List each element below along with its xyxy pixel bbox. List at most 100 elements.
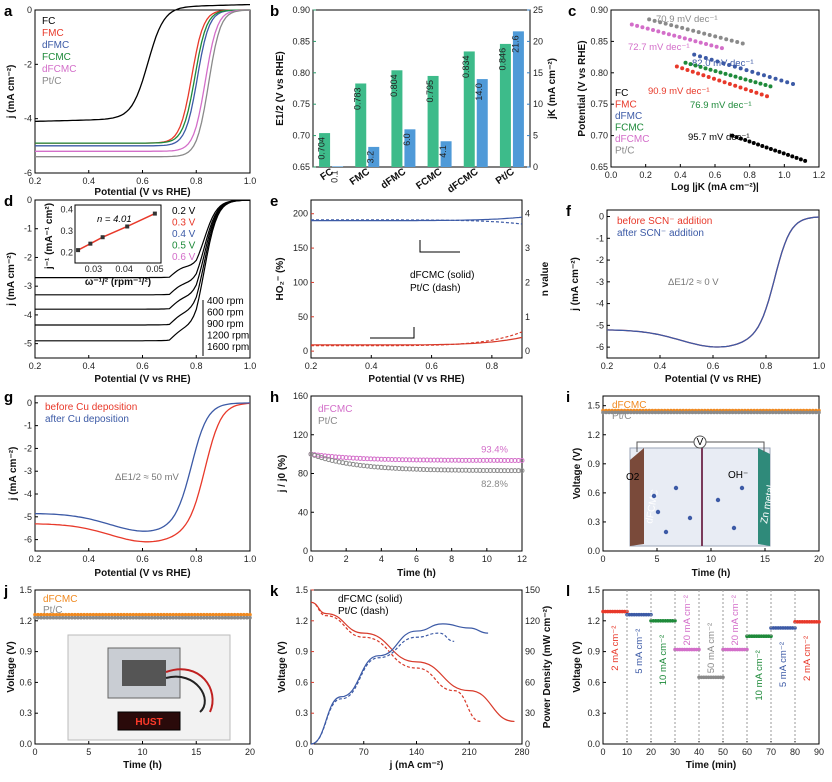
data-point-FCMC xyxy=(738,76,743,81)
data-point-segment xyxy=(721,675,725,680)
ion-dot xyxy=(651,493,657,499)
data-point-dFCMC xyxy=(235,612,240,617)
data-point-dFCMC xyxy=(51,612,56,617)
data-point-Pt/C xyxy=(113,615,117,620)
data-point-dFCMC xyxy=(192,612,197,617)
data-point-Pt/C xyxy=(804,410,809,415)
slope-label: 90.9 mV dec⁻¹ xyxy=(648,86,710,97)
data-point-FCMC xyxy=(768,84,773,89)
data-point-dFCMC xyxy=(116,612,120,617)
data-point-Pt/C xyxy=(229,615,234,620)
panel-d-rde-curves: d 0.2 0.4 0.6 0.8 1.0 -5 -4 -3 -2 -1 0 j (mA cm⁻²) Po… xyxy=(4,193,256,385)
x-tick-label: 80 xyxy=(790,747,800,757)
data-point-Pt/C xyxy=(724,410,729,415)
data-point-dFCMC xyxy=(248,612,252,617)
ion-dot xyxy=(655,509,661,515)
y-tick-label: 0 xyxy=(303,346,308,356)
data-point-FC xyxy=(803,158,808,163)
series-line-dFMC xyxy=(35,9,250,147)
voltmeter-icon xyxy=(693,435,707,449)
y2-tick-label: 25 xyxy=(533,5,543,15)
y-tick-label: 1.2 xyxy=(587,616,600,626)
panel-letter: j xyxy=(3,583,8,600)
data-point-Pt/C xyxy=(635,410,639,415)
data-point-FMC xyxy=(680,66,685,71)
y-tick-label: 0.9 xyxy=(587,459,600,469)
data-point-Pt/C xyxy=(696,30,701,35)
data-point-dFCMC xyxy=(122,612,126,617)
data-point-Pt/C xyxy=(186,615,191,620)
y-tick-label: 0.6 xyxy=(295,677,308,687)
data-point-Pt/C xyxy=(789,410,794,415)
data-point-Pt/C xyxy=(699,410,704,415)
y-tick-label: 0.3 xyxy=(295,708,308,718)
data-point-Pt/C xyxy=(659,410,664,415)
data-point-FCMC xyxy=(683,60,688,65)
panel-k-polarization: k 0 70 140 210 280 0.0 0.3 0.6 0.9 1.2 1.5 0 30 60 90 12… xyxy=(270,583,553,771)
data-point-FCMC xyxy=(743,77,748,82)
data-point-Pt/C xyxy=(183,615,188,620)
data-point-Pt/C xyxy=(146,615,151,620)
data-point-dFCMC xyxy=(719,46,724,51)
data-point-Pt/C xyxy=(48,615,53,620)
series-line-Pt/C-voltage xyxy=(310,601,481,723)
y2-tick-label: 15 xyxy=(533,68,543,78)
y-tick-label: -2 xyxy=(24,59,32,69)
data-point-dFCMC xyxy=(97,612,102,617)
oh-label: OH⁻ xyxy=(728,470,748,481)
data-point-dFCMC xyxy=(42,612,47,617)
data-point-Pt/C xyxy=(685,27,690,32)
data-point-Pt/C xyxy=(103,615,108,620)
data-point-dFCMC xyxy=(629,22,634,27)
data-point-Pt/C xyxy=(743,410,747,415)
data-point-dFCMC xyxy=(205,612,209,617)
panel-letter: d xyxy=(4,193,13,210)
inset-legend-entry: 0.5 V xyxy=(172,241,196,252)
data-point-FC xyxy=(781,151,786,156)
data-point-dFCMC xyxy=(85,612,90,617)
led-display xyxy=(117,711,181,731)
data-point-dFCMC xyxy=(131,612,136,617)
x-tick-label: 140 xyxy=(409,747,424,757)
data-point-Pt/C xyxy=(770,410,775,415)
data-point-Pt/C xyxy=(681,410,686,415)
y-axis-label: n value xyxy=(540,261,551,296)
panel-a-lsv-curves: a 0.2 0.4 0.6 0.8 1.0 -6 -4 -2 0 j (mA cm⁻²) Potent… xyxy=(4,3,256,198)
legend-entry: before Cu deposition xyxy=(45,402,137,413)
data-point-Pt/C xyxy=(171,615,176,620)
legend-entry: dFCMC xyxy=(615,134,649,145)
data-point-Pt/C xyxy=(60,615,65,620)
data-point-dFCMC xyxy=(245,612,249,617)
x-tick-label: 20 xyxy=(814,554,824,564)
x-tick-label: 0.8 xyxy=(190,361,203,371)
data-point-FC xyxy=(777,149,782,154)
x-tick-label: 0 xyxy=(600,747,605,757)
y-tick-label: 100 xyxy=(293,277,308,287)
data-point-Pt/C xyxy=(116,615,120,620)
x-axis-label: Potential (V vs RHE) xyxy=(94,374,190,385)
annotation-text: dFCMC (solid) xyxy=(338,594,402,605)
data-point-FCMC xyxy=(748,78,753,83)
panel-e-rrde-plot: e 0.2 0.4 0.6 0.8 0 50 100 150 200 0 1 2 3 4 HO₂⁻ (%) n … xyxy=(270,193,551,385)
o2-label: O2 xyxy=(626,472,640,483)
data-point-dFCMC xyxy=(202,612,206,617)
data-point-Pt/C xyxy=(693,410,698,415)
data-label: 21.6 xyxy=(510,35,520,53)
data-point-Pt/C xyxy=(601,410,605,415)
x-tick-label: 10 xyxy=(137,747,147,757)
data-point-FC xyxy=(738,136,743,141)
data-point-dFCMC xyxy=(76,612,80,617)
y-tick-label: 0.3 xyxy=(587,708,600,718)
x-tick-label: 90 xyxy=(814,747,824,757)
data-point-Pt/C xyxy=(238,615,243,620)
data-label: 0.1 xyxy=(330,170,340,183)
data-point-dFCMC xyxy=(57,612,62,617)
data-point-dFCMC xyxy=(709,43,714,48)
data-point-FCMC xyxy=(733,74,738,79)
x-tick-label: 0.8 xyxy=(743,170,756,180)
data-point-FCMC xyxy=(688,62,693,67)
ion-dot xyxy=(715,497,721,503)
data-point-Pt/C xyxy=(811,410,815,415)
x-tick-label: 210 xyxy=(462,747,477,757)
data-point-Pt/C xyxy=(174,615,179,620)
